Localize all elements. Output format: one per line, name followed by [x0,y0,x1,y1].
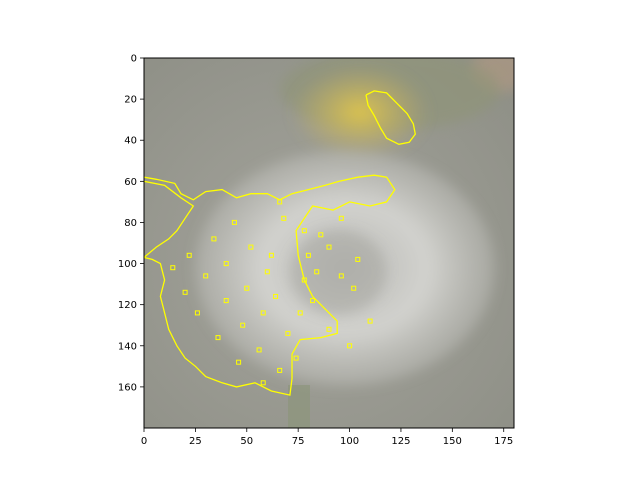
contour-speckle [260,380,266,386]
contour-speckle [182,289,188,295]
dandelion-stem [288,385,310,428]
contour-speckle [297,310,303,316]
y-tick-label: 160 [118,382,137,393]
contour-speckle [277,367,283,373]
contour-speckle [277,199,283,205]
contour-speckle [318,232,324,238]
plot-frame [143,57,515,429]
contour-speckle [273,293,279,299]
contour-speckle [326,326,332,332]
y-tick-label: 60 [124,177,137,188]
contour-speckle [314,269,320,275]
y-tick-label: 100 [118,259,137,270]
y-tick-label: 140 [118,341,137,352]
x-tick-label: 50 [240,436,253,447]
contour-speckle [244,285,250,291]
x-tick-label: 25 [189,436,202,447]
contour-small-contour [365,90,416,145]
contour-speckle [231,219,237,225]
x-tick-label: 175 [494,436,513,447]
x-tick-label: 75 [292,436,305,447]
contour-speckle [285,330,291,336]
contour-speckle [293,355,299,361]
contour-speckle [256,347,262,353]
contour-speckle [194,310,200,316]
contour-large-contour [144,174,396,396]
yellow-flower-blob [290,64,430,160]
contour-speckle [264,269,270,275]
y-tick-label: 120 [118,300,137,311]
y-axis: 0 20 40 60 80 100 120 140 160 [118,54,144,393]
contour-speckle [240,322,246,328]
x-tick-label: 0 [141,436,147,447]
y-tick-label: 80 [124,218,137,229]
contour-speckle [211,236,217,242]
mask-overlay [144,90,416,396]
dandelion-core [290,230,386,314]
x-axis: 0 25 50 75 100 125 150 175 [141,428,513,447]
contour-speckle [268,252,274,258]
y-tick-label: 20 [124,95,137,106]
contour-speckle [203,273,209,279]
x-tick-label: 100 [340,436,359,447]
contour-speckle [281,215,287,221]
contour-speckle [260,310,266,316]
contour-speckle [301,228,307,234]
x-tick-label: 150 [443,436,462,447]
contour-speckle [223,261,229,267]
contour-speckle [236,359,242,365]
contour-speckle [351,285,357,291]
contour-speckle [301,277,307,283]
contour-speckle [215,335,221,341]
contour-speckle [338,273,344,279]
x-tick-label: 125 [391,436,410,447]
contour-speckle [326,244,332,250]
contour-speckle [223,298,229,304]
contour-speckle [186,252,192,258]
contour-speckle [355,256,361,262]
contour-speckle [248,244,254,250]
contour-speckle [305,252,311,258]
y-tick-label: 40 [124,136,137,147]
contour-speckle [338,215,344,221]
y-tick-label: 0 [131,54,137,65]
image-area [144,58,514,428]
contour-speckle [170,265,176,271]
contour-speckle [310,298,316,304]
contour-speckle [367,318,373,324]
contour-speckle [347,343,353,349]
